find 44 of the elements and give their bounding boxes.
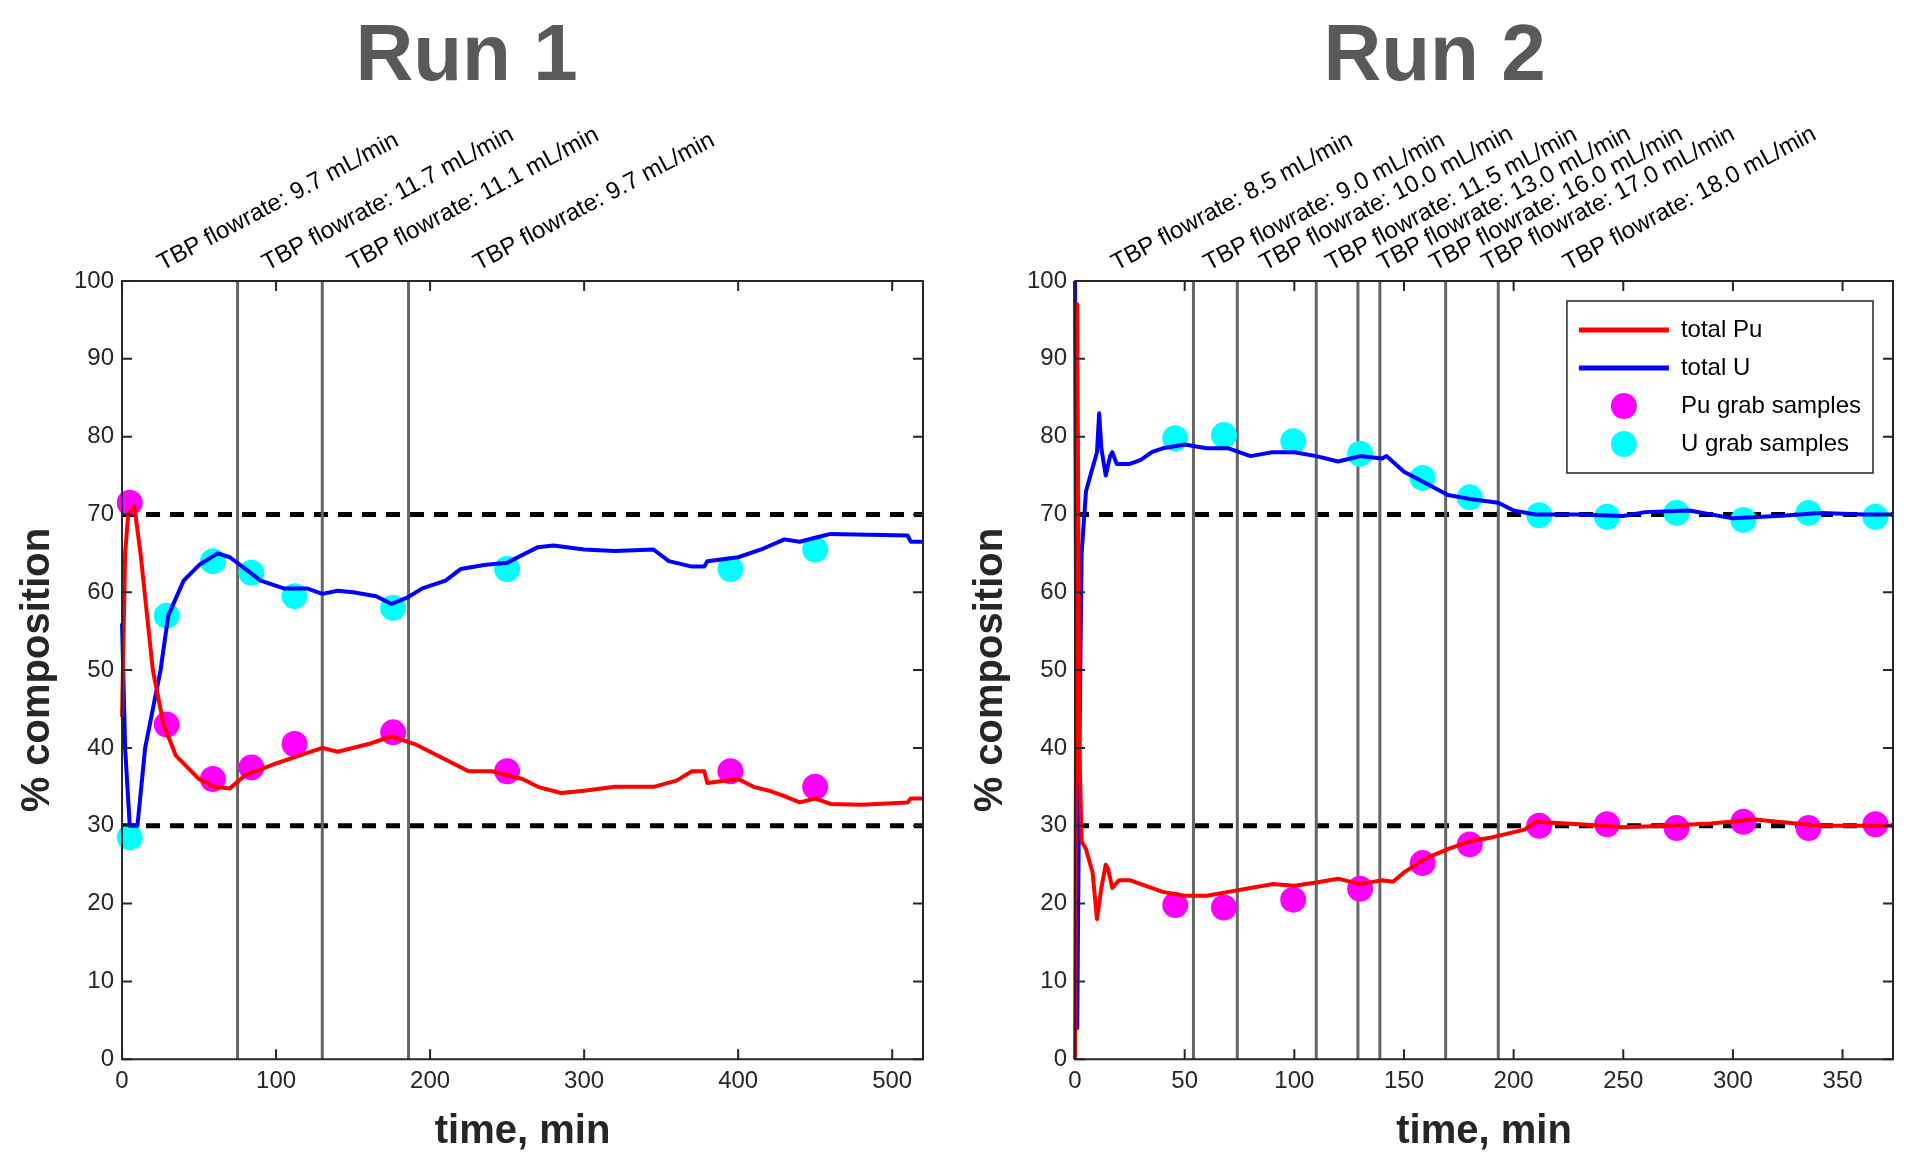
- y-tick-label: 90: [87, 343, 115, 371]
- x-tick-label: 350: [1822, 1066, 1863, 1094]
- x-tick-label: 200: [410, 1066, 451, 1094]
- x-tick-label: 500: [872, 1066, 913, 1094]
- x-axis-title: time, min: [1396, 1107, 1572, 1152]
- y-tick-label: 50: [1040, 654, 1068, 682]
- legend-label: U grab samples: [1680, 428, 1849, 456]
- y-tick-label: 80: [1040, 421, 1068, 449]
- y-tick-label: 10: [1040, 966, 1068, 994]
- x-tick-label: 250: [1603, 1066, 1644, 1094]
- y-tick-label: 60: [1040, 576, 1068, 604]
- y-tick-label: 20: [87, 888, 115, 916]
- x-tick-label: 50: [1171, 1066, 1199, 1094]
- y-tick-label: 100: [74, 265, 115, 293]
- chart-title: Run 2: [1323, 8, 1546, 98]
- y-axis-title: % composition: [966, 527, 1011, 813]
- x-tick-label: 300: [1712, 1066, 1753, 1094]
- legend-label: total U: [1680, 352, 1751, 380]
- x-axis-title: time, min: [434, 1107, 611, 1152]
- y-tick-label: 50: [87, 654, 115, 682]
- legend-label: total Pu: [1680, 314, 1763, 342]
- x-tick-label: 100: [1274, 1066, 1315, 1094]
- y-tick-label: 40: [87, 732, 115, 760]
- x-tick-label: 200: [1493, 1066, 1534, 1094]
- y-tick-label: 10: [87, 966, 115, 994]
- y-tick-label: 70: [87, 499, 115, 527]
- y-tick-label: 40: [1040, 732, 1068, 760]
- y-tick-label: 30: [87, 810, 115, 838]
- y-tick-label: 20: [1040, 888, 1068, 916]
- y-tick-label: 70: [1040, 499, 1068, 527]
- y-axis-title: % composition: [13, 527, 58, 813]
- y-tick-label: 0: [100, 1043, 115, 1071]
- x-tick-label: 100: [256, 1066, 297, 1094]
- y-tick-label: 80: [87, 421, 115, 449]
- legend-label: Pu grab samples: [1680, 390, 1861, 418]
- x-tick-label: 300: [564, 1066, 605, 1094]
- y-tick-label: 90: [1040, 343, 1068, 371]
- x-tick-label: 150: [1383, 1066, 1424, 1094]
- y-tick-label: 0: [1053, 1043, 1068, 1071]
- y-tick-label: 60: [87, 576, 115, 604]
- chart-title: Run 1: [355, 8, 578, 98]
- x-tick-label: 400: [718, 1066, 759, 1094]
- y-tick-label: 100: [1027, 265, 1068, 293]
- y-tick-label: 30: [1040, 810, 1068, 838]
